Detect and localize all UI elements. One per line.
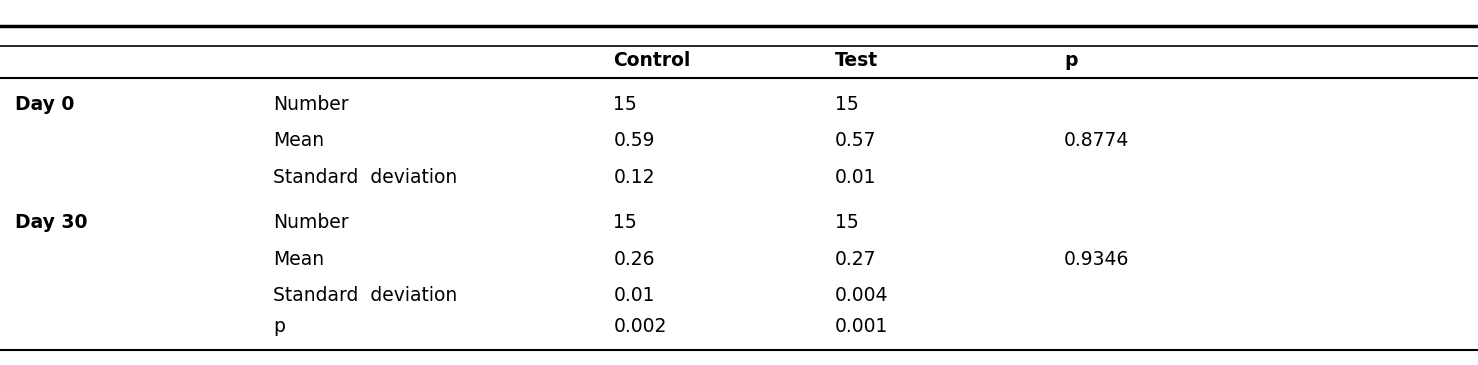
Text: 15: 15 [613, 213, 637, 232]
Text: 0.001: 0.001 [835, 317, 888, 336]
Text: Mean: Mean [273, 250, 325, 269]
Text: Standard  deviation: Standard deviation [273, 168, 458, 187]
Text: 0.59: 0.59 [613, 131, 655, 150]
Text: 0.27: 0.27 [835, 250, 876, 269]
Text: 15: 15 [835, 95, 859, 114]
Text: 0.26: 0.26 [613, 250, 655, 269]
Text: 0.004: 0.004 [835, 286, 888, 305]
Text: Day 30: Day 30 [15, 213, 87, 232]
Text: 0.01: 0.01 [835, 168, 876, 187]
Text: Control: Control [613, 51, 690, 70]
Text: Number: Number [273, 95, 349, 114]
Text: Number: Number [273, 213, 349, 232]
Text: p: p [1064, 51, 1077, 70]
Text: 15: 15 [613, 95, 637, 114]
Text: Test: Test [835, 51, 878, 70]
Text: 0.8774: 0.8774 [1064, 131, 1129, 150]
Text: 0.57: 0.57 [835, 131, 876, 150]
Text: Mean: Mean [273, 131, 325, 150]
Text: Standard  deviation: Standard deviation [273, 286, 458, 305]
Text: 0.9346: 0.9346 [1064, 250, 1129, 269]
Text: 0.002: 0.002 [613, 317, 667, 336]
Text: 0.12: 0.12 [613, 168, 655, 187]
Text: 0.01: 0.01 [613, 286, 655, 305]
Text: 15: 15 [835, 213, 859, 232]
Text: Day 0: Day 0 [15, 95, 74, 114]
Text: p: p [273, 317, 285, 336]
